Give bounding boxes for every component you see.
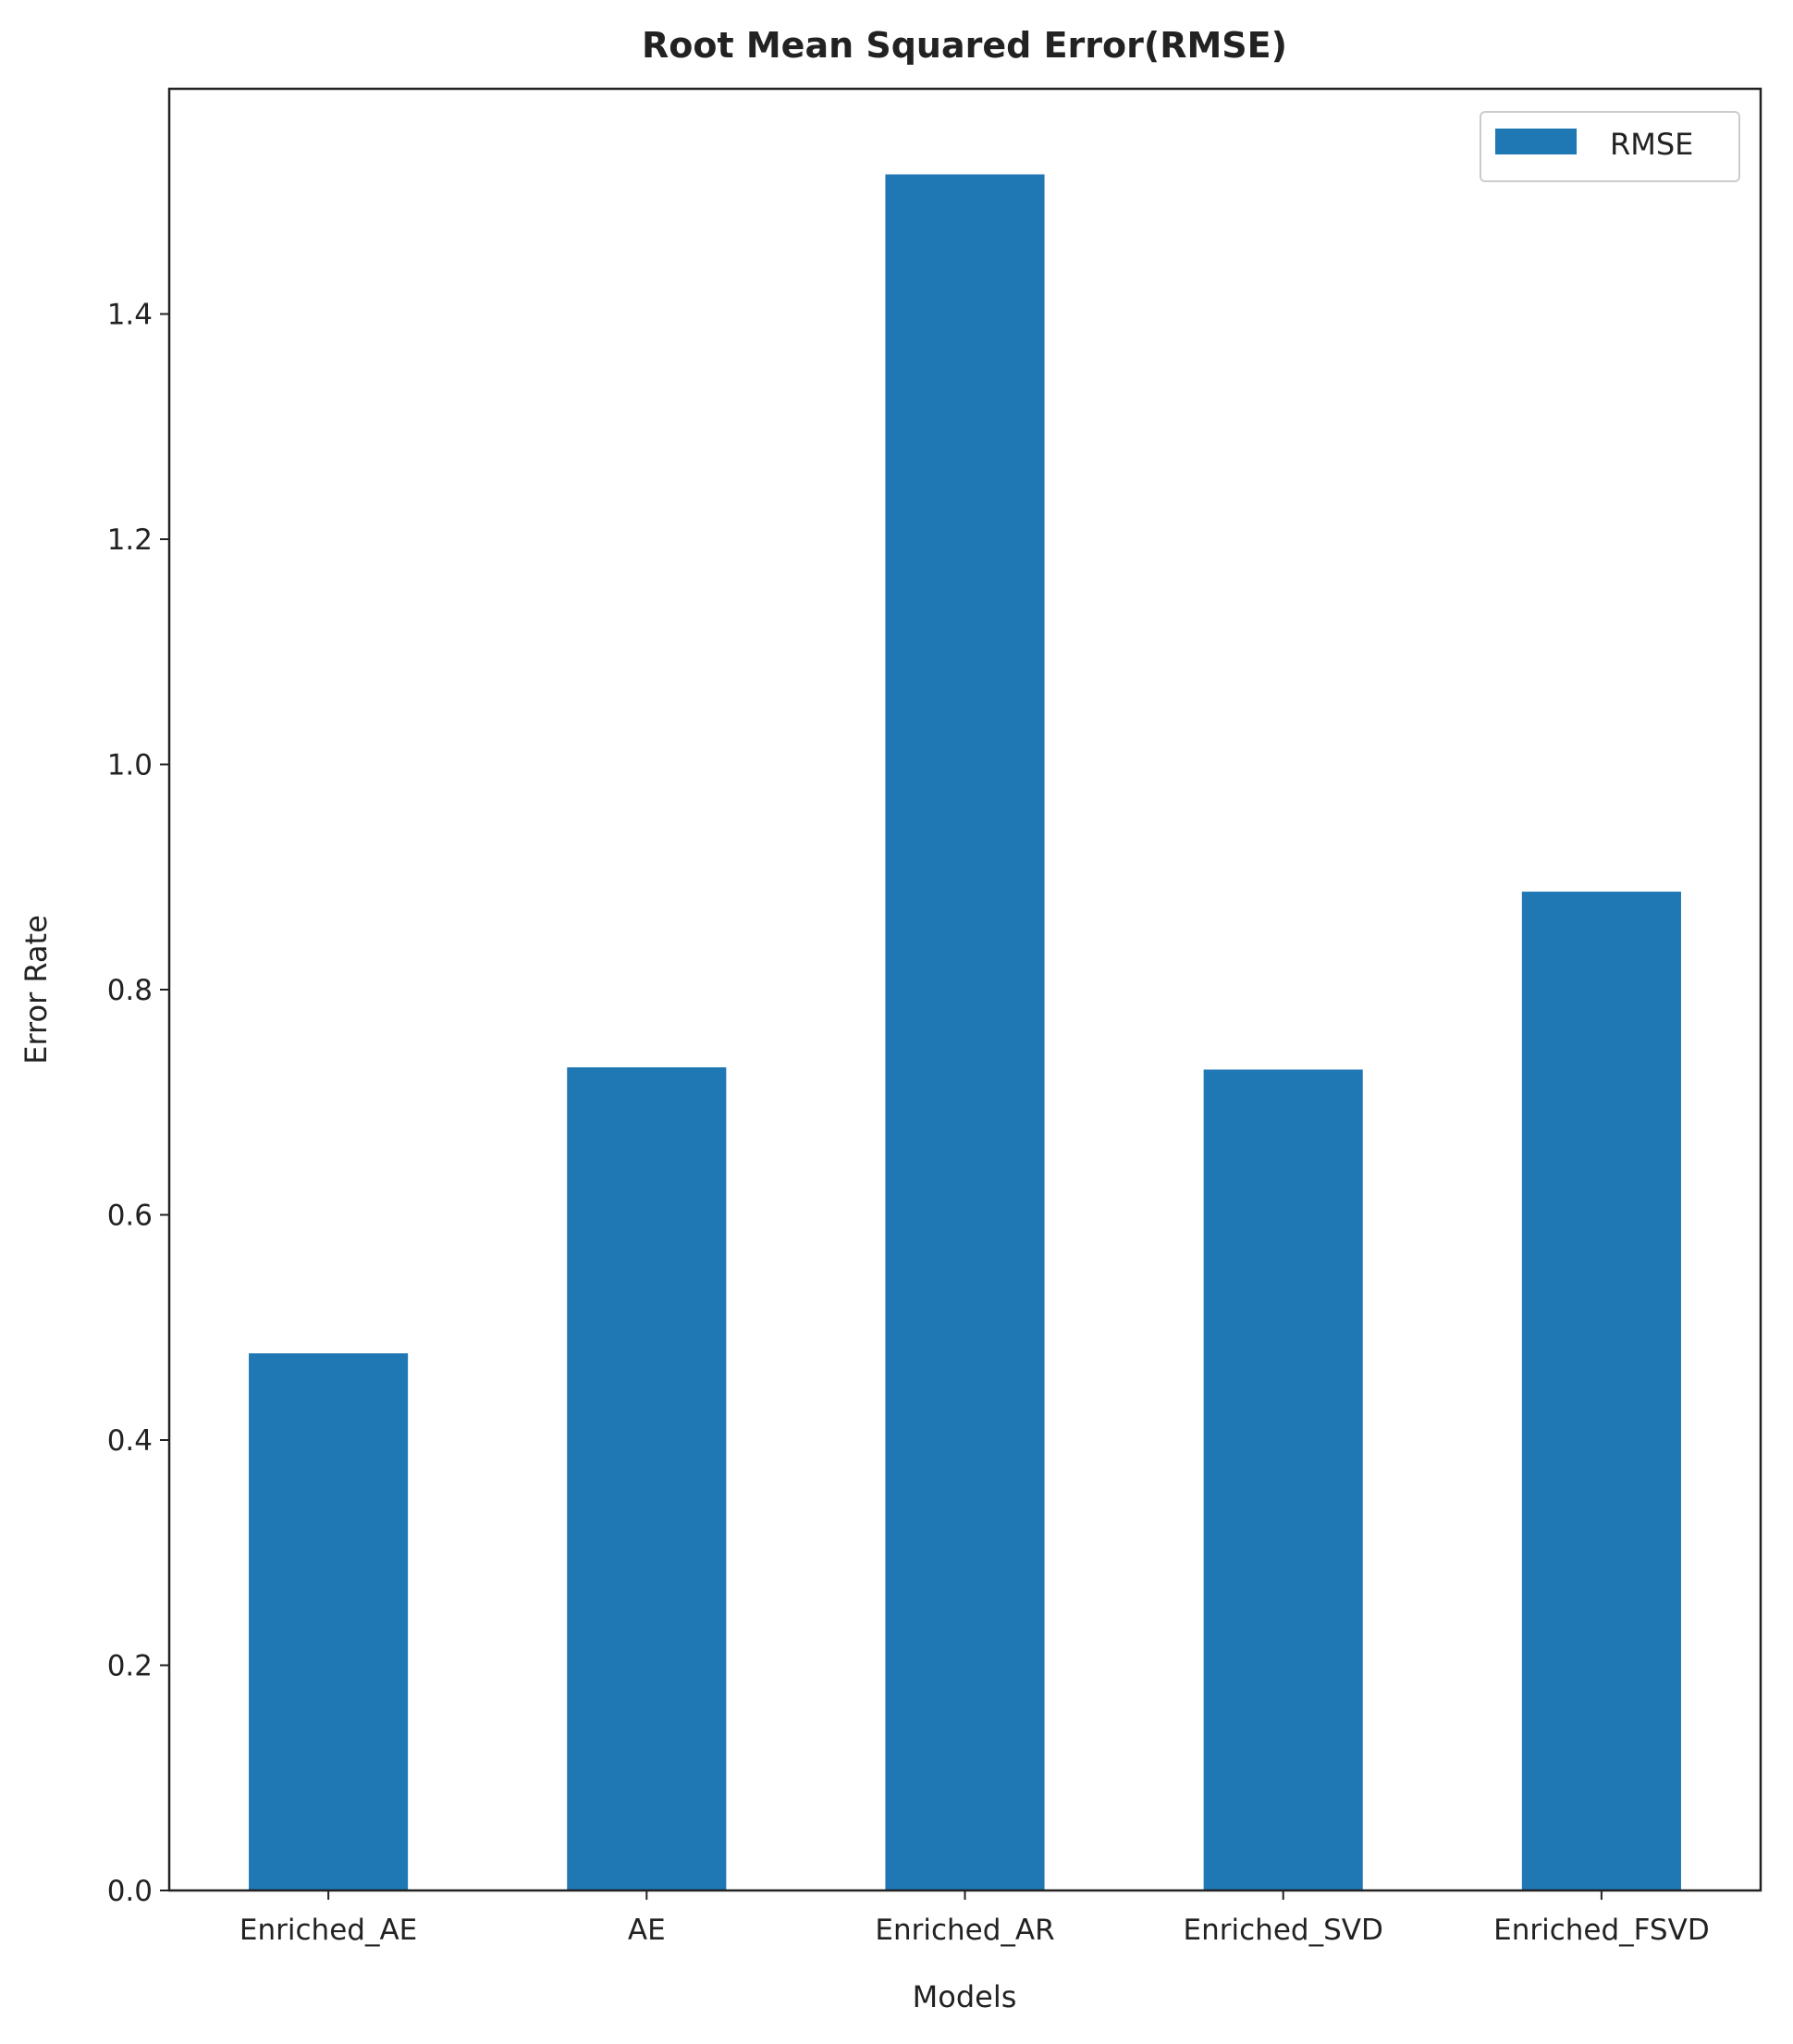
x-tick-label: Enriched_FSVD: [1493, 1914, 1710, 1947]
x-tick-label: Enriched_AE: [239, 1914, 417, 1947]
x-tick-label: Enriched_AR: [875, 1914, 1054, 1947]
chart-title: Root Mean Squared Error(RMSE): [642, 25, 1287, 66]
y-tick-label: 0.8: [107, 974, 153, 1007]
bar-enriched-fsvd: [1521, 892, 1681, 1890]
legend: RMSE: [1480, 111, 1740, 182]
y-tick-label: 1.0: [107, 749, 153, 782]
x-tick-label: AE: [628, 1914, 666, 1947]
x-tick-label: Enriched_SVD: [1184, 1914, 1383, 1947]
y-tick-label: 0.0: [107, 1875, 153, 1908]
bar-enriched-svd: [1203, 1069, 1363, 1890]
y-tick-label: 0.4: [107, 1424, 153, 1458]
y-tick-label: 1.2: [107, 523, 153, 557]
bar-enriched-ae: [249, 1353, 409, 1890]
bar-enriched-ar: [885, 174, 1045, 1890]
y-axis-label: Error Rate: [18, 915, 54, 1065]
bar-ae: [567, 1067, 727, 1890]
x-axis-label: Models: [913, 1979, 1017, 2014]
plot-frame: [167, 87, 1762, 1892]
y-tick-label: 1.4: [107, 299, 153, 332]
legend-label: RMSE: [1610, 127, 1693, 162]
y-tick-label: 0.6: [107, 1200, 153, 1233]
y-tick-label: 0.2: [107, 1650, 153, 1683]
legend-swatch: [1495, 129, 1577, 154]
